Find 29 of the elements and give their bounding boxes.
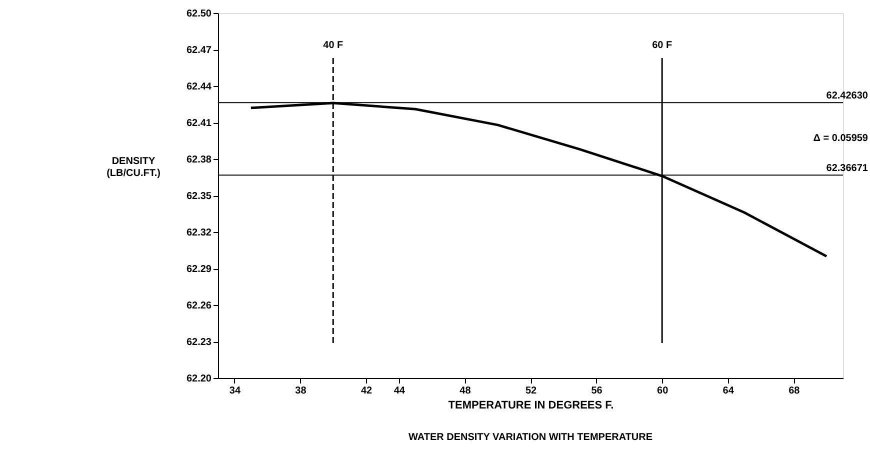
x-tick-label: 60 (657, 386, 669, 396)
ref-line-label: 62.36671 (826, 163, 868, 174)
y-tick-label: 62.50 (186, 8, 212, 20)
y-tick-label: 62.32 (186, 228, 212, 238)
y-tick-label: 62.20 (186, 374, 212, 384)
x-tick-label: 42 (360, 386, 373, 396)
y-tick-label: 62.29 (186, 264, 212, 275)
y-tick-label: 62.44 (186, 82, 212, 92)
y-tick-label: 62.35 (186, 191, 212, 202)
x-tick-label: 48 (460, 386, 472, 396)
x-tick-label: 64 (722, 386, 734, 396)
y-tick-label: 62.26 (186, 300, 212, 312)
x-tick-label: 34 (229, 386, 241, 396)
x-tick-label: 56 (591, 386, 603, 396)
y-axis-title: DENSITY (LB/CU.FT.) (106, 156, 160, 179)
annotation: Δ = 0.05959 (813, 133, 868, 144)
x-tick-label: 68 (788, 386, 800, 396)
x-tick-label: 52 (525, 386, 537, 396)
y-tick-label: 62.47 (186, 45, 212, 56)
y-tick-label: 62.23 (186, 337, 212, 348)
ref-line-label: 60 F (652, 40, 672, 51)
y-tick-label: 62.38 (186, 154, 212, 166)
y-tick-label: 62.41 (186, 118, 212, 129)
x-axis-title: TEMPERATURE IN DEGREES F. (448, 400, 614, 412)
x-tick-label: 44 (394, 386, 406, 396)
ref-line-label: 62.42630 (826, 90, 868, 102)
x-tick-label: 38 (295, 386, 307, 396)
ref-line-label: 40 F (323, 40, 344, 51)
text: WATER DENSITY VARIATION WITH TEMPERATURE (408, 432, 653, 443)
